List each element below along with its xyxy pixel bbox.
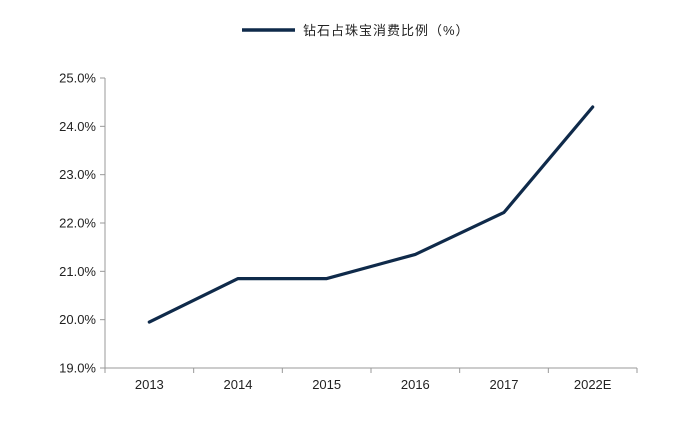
y-tick-label: 23.0% <box>59 167 96 182</box>
x-tick-label: 2022E <box>574 377 612 392</box>
series-group <box>147 105 595 324</box>
legend-label: 钻石占珠宝消费比例（%） <box>303 23 470 38</box>
y-tick-label: 20.0% <box>59 312 96 327</box>
x-tick-label: 2017 <box>490 377 519 392</box>
legend: 钻石占珠宝消费比例（%） <box>242 23 470 38</box>
x-axis-ticks: 2013 2014 2015 2016 2017 2022E <box>104 368 638 392</box>
series-line <box>147 105 595 324</box>
y-tick-label: 19.0% <box>59 361 96 376</box>
x-tick-label: 2013 <box>135 377 164 392</box>
y-tick-label: 25.0% <box>59 71 96 86</box>
y-tick-label: 24.0% <box>59 119 96 134</box>
axes <box>104 78 637 369</box>
x-tick-label: 2014 <box>224 377 253 392</box>
y-axis-ticks: 19.0% 20.0% 21.0% 22.0% 23.0% 24.0% 25.0% <box>59 71 105 376</box>
x-tick-label: 2015 <box>312 377 341 392</box>
x-tick-label: 2016 <box>401 377 430 392</box>
y-tick-label: 22.0% <box>59 216 96 231</box>
y-tick-label: 21.0% <box>59 264 96 279</box>
